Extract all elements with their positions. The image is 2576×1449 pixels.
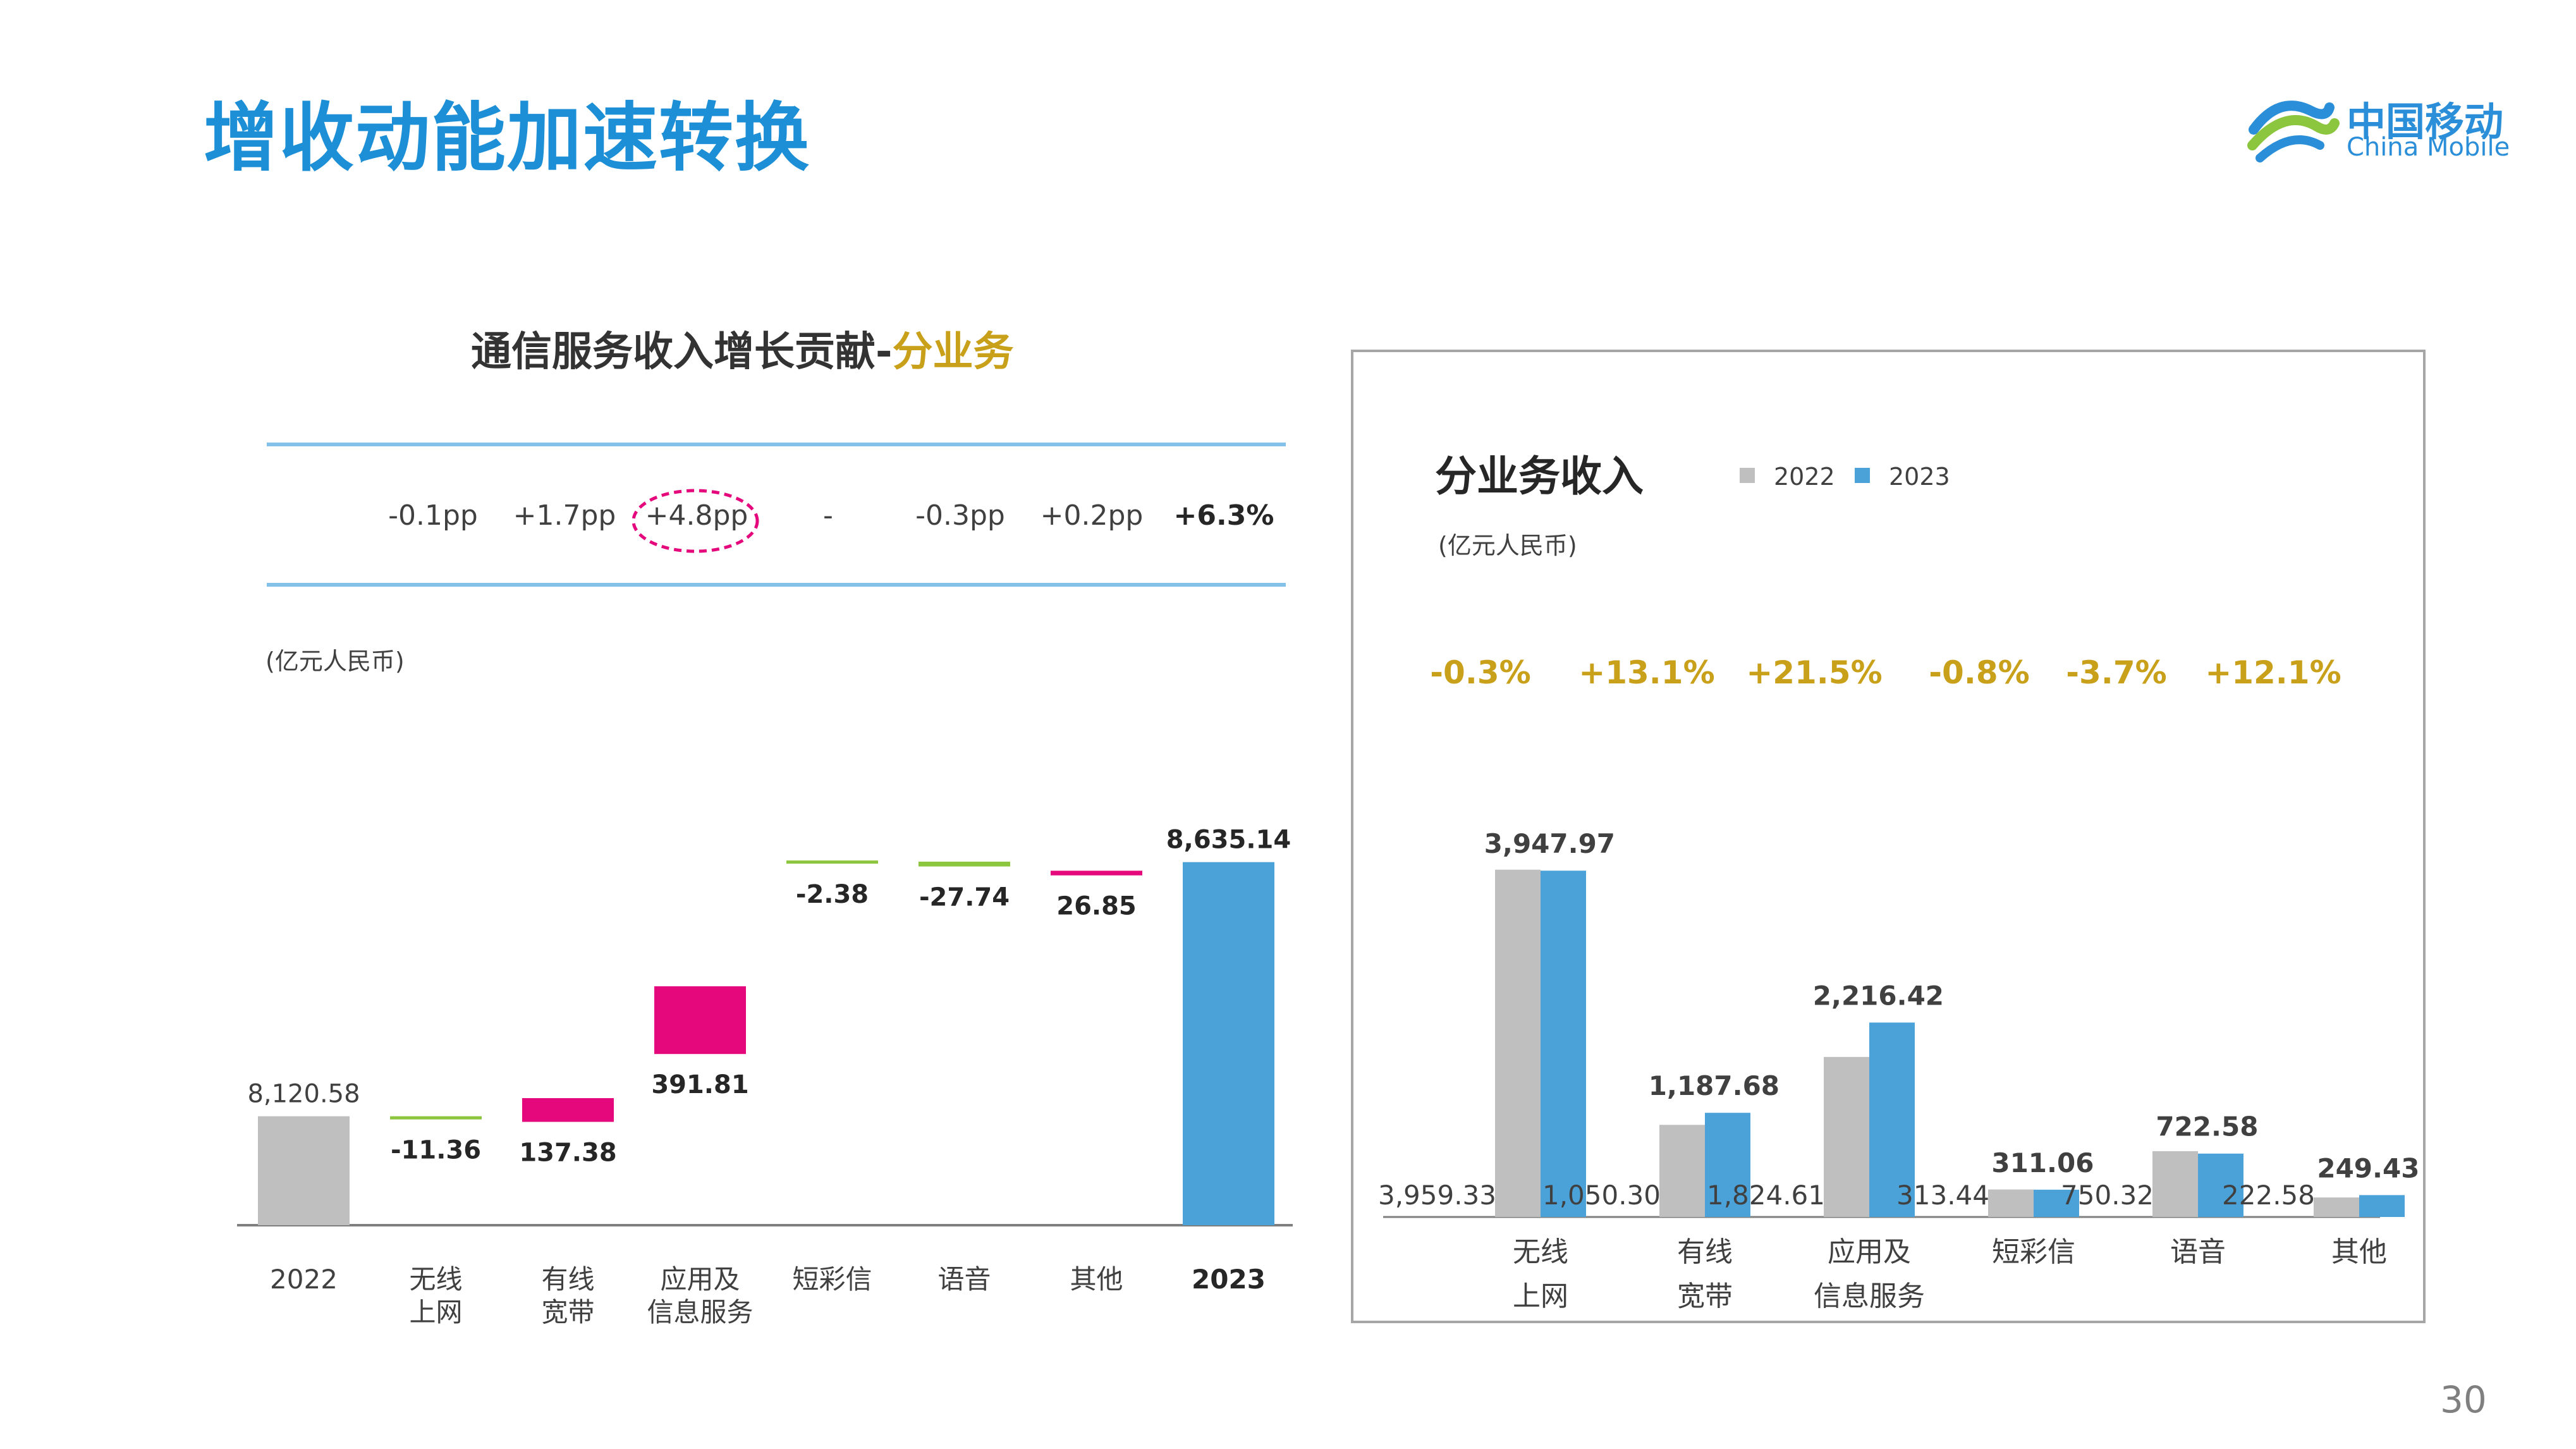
logo-chinese-text: 中国移动 (2347, 99, 2504, 145)
data-label-2023: 2,216.42 (1813, 980, 1944, 1011)
growth-other: +12.1% (2205, 654, 2341, 691)
pp-other: +0.2pp (1040, 499, 1144, 532)
bar-2023 (2034, 1189, 2079, 1217)
waterfall-data-label: 8,635.14 (1166, 826, 1291, 855)
waterfall-chart: 8,120.58 2022 -11.36 无线上网 137.38 有线宽带 391.81 应用… (237, 826, 1293, 1328)
waterfall-bar (919, 861, 1010, 867)
data-label-2022: 1,824.61 (1707, 1180, 1825, 1211)
legend-label-2022: 2022 (1774, 463, 1835, 491)
bar-2022 (1495, 869, 1541, 1217)
page-number: 30 (2440, 1378, 2487, 1421)
data-label-2022: 750.32 (2061, 1180, 2154, 1211)
growth-sms: -0.8% (1929, 654, 2030, 691)
growth-apps: +21.5% (1746, 654, 1883, 691)
waterfall-category-label: 其他 (1070, 1264, 1123, 1295)
data-label-2022: 1,050.30 (1542, 1180, 1661, 1211)
china-mobile-logo-icon (2247, 101, 2340, 162)
bar-2023 (1705, 1113, 1750, 1217)
data-label-2023: 249.43 (2317, 1152, 2419, 1183)
left-unit: (亿元人民币) (266, 647, 405, 675)
category-label: 有线宽带 (1677, 1236, 1733, 1312)
waterfall-data-label: 137.38 (519, 1139, 616, 1168)
pp-top-rule (267, 443, 1286, 446)
waterfall-bar (1051, 871, 1142, 876)
data-label-2023: 3,947.97 (1484, 828, 1615, 859)
waterfall-category-label: 2023 (1192, 1264, 1266, 1295)
segment-revenue-chart: 3,959.33 3,947.97 无线上网 1,050.30 1,187.68 有线宽带… (1378, 828, 2419, 1312)
growth-voice: -3.7% (2066, 654, 2167, 691)
right-unit: (亿元人民币) (1438, 532, 1577, 559)
category-label: 应用及信息服务 (1814, 1236, 1925, 1312)
left-title-main: 通信服务收入增长贡献- (471, 329, 893, 376)
category-label: 无线上网 (1513, 1236, 1568, 1312)
right-chart-title: 分业务收入 (1435, 452, 1644, 501)
waterfall-category-label: 有线宽带 (541, 1264, 594, 1328)
waterfall-bar (654, 986, 746, 1055)
waterfall-data-label: -11.36 (391, 1136, 481, 1165)
data-label-2023: 311.06 (1991, 1147, 2094, 1178)
data-label-2023: 1,187.68 (1649, 1070, 1779, 1101)
waterfall-category-label: 应用及信息服务 (647, 1264, 753, 1328)
data-label-2022: 222.58 (2222, 1180, 2315, 1211)
waterfall-data-label: 26.85 (1056, 892, 1137, 921)
waterfall-category-label: 短彩信 (792, 1264, 872, 1295)
waterfall-data-label: 391.81 (651, 1070, 748, 1099)
pp-bottom-rule (267, 583, 1286, 587)
waterfall-category-label: 语音 (937, 1264, 991, 1295)
waterfall-data-label: -2.38 (796, 880, 869, 909)
bar-2023 (1869, 1022, 1915, 1217)
bar-2023 (1541, 871, 1586, 1217)
waterfall-bar (786, 860, 878, 864)
waterfall-category-label: 2022 (270, 1264, 338, 1295)
waterfall-bar (390, 1116, 482, 1120)
waterfall-bar (522, 1097, 614, 1122)
growth-broadband: +13.1% (1578, 654, 1715, 691)
category-label: 其他 (2331, 1236, 2387, 1268)
waterfall-bar (1183, 862, 1274, 1225)
pp-sms: - (823, 499, 833, 532)
logo-english-text: China Mobile (2347, 133, 2510, 162)
data-label-2022: 3,959.33 (1378, 1180, 1496, 1211)
bar-2022 (1988, 1189, 2034, 1217)
segment-revenue-panel (1351, 350, 2426, 1323)
bar-2022 (1659, 1125, 1705, 1217)
category-label: 语音 (2170, 1236, 2226, 1268)
waterfall-bar (258, 1116, 350, 1225)
bar-2023 (2359, 1195, 2405, 1217)
page-title: 增收动能加速转换 (204, 94, 811, 181)
bar-2023 (2198, 1153, 2243, 1217)
bar-2022 (2152, 1151, 2198, 1217)
legend-swatch-2022 (1740, 468, 1755, 483)
pp-wireless: -0.1pp (388, 499, 478, 532)
legend-label-2023: 2023 (1889, 463, 1950, 491)
pp-broadband: +1.7pp (513, 499, 616, 532)
data-label-2022: 313.44 (1896, 1180, 1989, 1211)
waterfall-data-label: -27.74 (919, 883, 1010, 912)
left-title-highlight: 分业务 (892, 329, 1014, 376)
left-chart-title: 通信服务收入增长贡献-分业务 (0, 319, 1230, 377)
bar-2022 (2314, 1197, 2359, 1217)
waterfall-category-label: 无线上网 (409, 1264, 462, 1328)
highlight-ellipse (632, 489, 759, 553)
pp-apps: +4.8pp (645, 499, 748, 532)
legend-swatch-2023 (1855, 468, 1870, 483)
category-label: 短彩信 (1992, 1236, 2075, 1268)
data-label-2023: 722.58 (2156, 1111, 2258, 1142)
pp-total: +6.3% (1173, 499, 1274, 532)
growth-wireless: -0.3% (1430, 654, 1531, 691)
waterfall-data-label: 8,120.58 (247, 1080, 360, 1109)
pp-voice: -0.3pp (915, 499, 1005, 532)
bar-2022 (1824, 1056, 1869, 1217)
